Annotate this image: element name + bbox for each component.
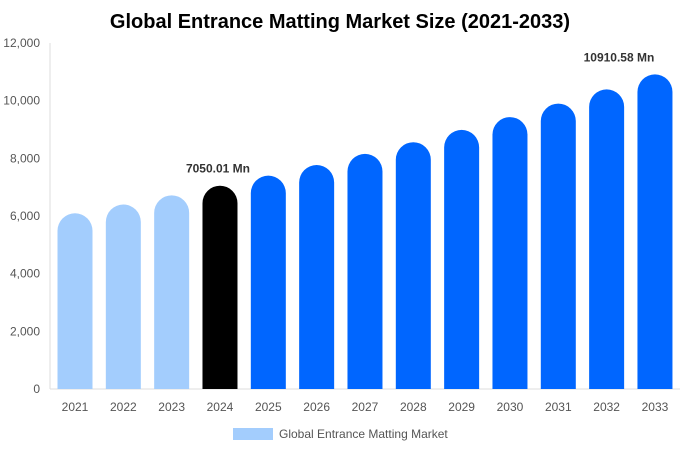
bar-2033[interactable] bbox=[637, 74, 673, 389]
bar-2024[interactable] bbox=[202, 185, 238, 389]
data-label: 10910.58 Mn bbox=[584, 50, 655, 64]
bar-2026[interactable] bbox=[299, 165, 335, 389]
bar-2031[interactable] bbox=[540, 103, 576, 390]
x-tick-label: 2028 bbox=[400, 400, 427, 414]
bar-2021[interactable] bbox=[57, 213, 93, 389]
data-label: 7050.01 Mn bbox=[186, 162, 250, 176]
legend-swatch[interactable] bbox=[233, 428, 273, 440]
bar-2028[interactable] bbox=[395, 142, 431, 389]
bar-2027[interactable] bbox=[347, 153, 383, 389]
legend-label[interactable]: Global Entrance Matting Market bbox=[279, 427, 448, 441]
x-tick-label: 2027 bbox=[352, 400, 379, 414]
x-tick-label: 2024 bbox=[207, 400, 234, 414]
y-tick-label: 8,000 bbox=[10, 151, 40, 165]
y-tick-label: 2,000 bbox=[10, 324, 40, 338]
x-tick-label: 2021 bbox=[62, 400, 89, 414]
bar-2023[interactable] bbox=[154, 195, 190, 389]
y-tick-label: 6,000 bbox=[10, 209, 40, 223]
bar-2025[interactable] bbox=[250, 175, 286, 389]
x-tick-label: 2026 bbox=[303, 400, 330, 414]
x-tick-label: 2031 bbox=[545, 400, 572, 414]
y-tick-label: 4,000 bbox=[10, 267, 40, 281]
x-tick-label: 2032 bbox=[593, 400, 620, 414]
x-tick-label: 2033 bbox=[642, 400, 669, 414]
x-tick-label: 2030 bbox=[497, 400, 524, 414]
y-tick-label: 0 bbox=[33, 382, 40, 396]
bar-2030[interactable] bbox=[492, 117, 528, 390]
y-tick-label: 10,000 bbox=[3, 94, 40, 108]
x-tick-label: 2022 bbox=[110, 400, 137, 414]
bar-2029[interactable] bbox=[444, 129, 480, 389]
chart-title: Global Entrance Matting Market Size (202… bbox=[110, 11, 570, 33]
bar-2032[interactable] bbox=[589, 89, 625, 389]
y-tick-label: 12,000 bbox=[3, 36, 40, 50]
bar-2022[interactable] bbox=[105, 204, 141, 389]
x-tick-label: 2025 bbox=[255, 400, 282, 414]
x-tick-label: 2029 bbox=[448, 400, 475, 414]
x-tick-label: 2023 bbox=[158, 400, 185, 414]
